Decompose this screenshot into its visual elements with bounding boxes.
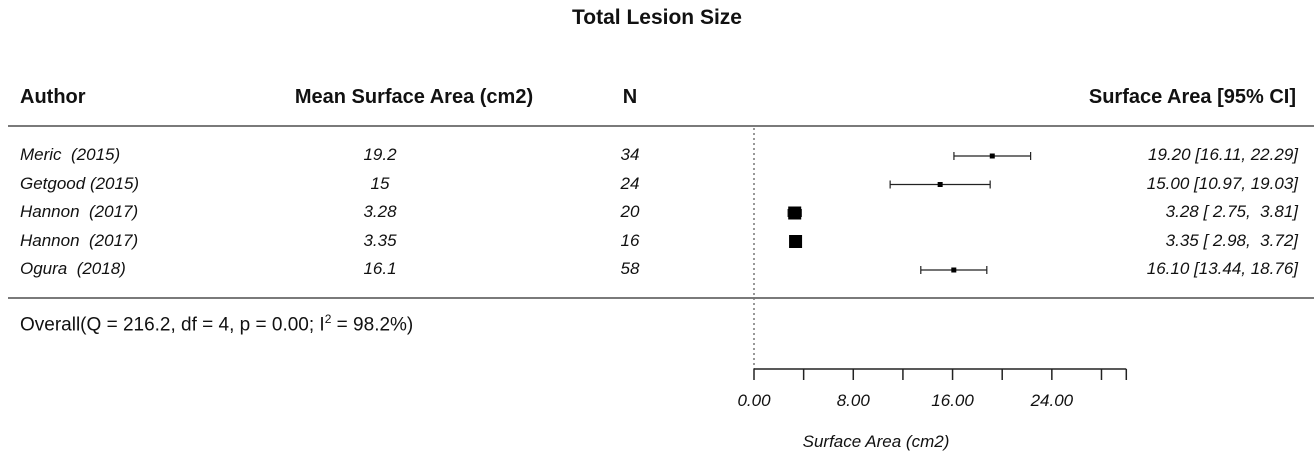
point-estimate-4: [951, 267, 957, 273]
row-n: 58: [620, 259, 640, 278]
row-n: 24: [620, 173, 640, 193]
row-author: Hannon (2017): [20, 230, 139, 250]
row-ci: 3.28 [ 2.75, 3.81]: [1165, 202, 1298, 221]
author-column-header: Author: [20, 86, 86, 108]
point-estimate-2: [788, 206, 802, 220]
overall-text-suffix: = 98.2%): [331, 314, 414, 336]
chart-title: Total Lesion Size: [572, 6, 742, 29]
row-mean: 3.28: [363, 202, 397, 221]
point-estimate-1: [937, 182, 943, 187]
row-author: Meric (2015): [20, 145, 121, 164]
header-divider: [8, 125, 1314, 127]
row-mean: 19.2: [363, 145, 397, 164]
x-tick-label-2: 16.00: [931, 391, 974, 410]
x-axis-label: Surface Area (cm2): [802, 432, 950, 451]
x-tick-label-1: 8.00: [837, 391, 871, 410]
row-ci: 3.35 [ 2.98, 3.72]: [1165, 230, 1298, 250]
row-ci: 15.00 [10.97, 19.03]: [1146, 173, 1298, 193]
overall-divider: [8, 297, 1314, 299]
n-column-header: N: [622, 86, 638, 108]
row-author: Ogura (2018): [20, 259, 126, 278]
overall-summary: Overall(Q = 216.2, df = 4, p = 0.00; I2 …: [20, 312, 413, 336]
point-estimate-0: [989, 153, 995, 159]
row-mean: 15: [370, 173, 390, 193]
point-estimate-3: [789, 235, 803, 248]
overall-text: Overall(Q = 216.2, df = 4, p = 0.00; I: [20, 314, 325, 336]
row-author: Hannon (2017): [20, 202, 139, 221]
ci-column-header: Surface Area [95% CI]: [1088, 86, 1296, 108]
row-mean: 3.35: [363, 230, 397, 250]
row-ci: 19.20 [16.11, 22.29]: [1148, 145, 1298, 164]
x-tick-label-0: 0.00: [737, 391, 771, 410]
mean-column-header: Mean Surface Area (cm2): [294, 86, 534, 108]
row-ci: 16.10 [13.44, 18.76]: [1146, 259, 1298, 278]
row-n: 16: [620, 230, 640, 250]
row-author: Getgood (2015): [20, 173, 140, 193]
x-tick-label-3: 24.00: [1030, 391, 1074, 410]
row-n: 20: [620, 202, 640, 221]
row-mean: 16.1: [363, 259, 397, 278]
overall-superscript: 2: [324, 312, 332, 326]
row-n: 34: [620, 145, 640, 164]
